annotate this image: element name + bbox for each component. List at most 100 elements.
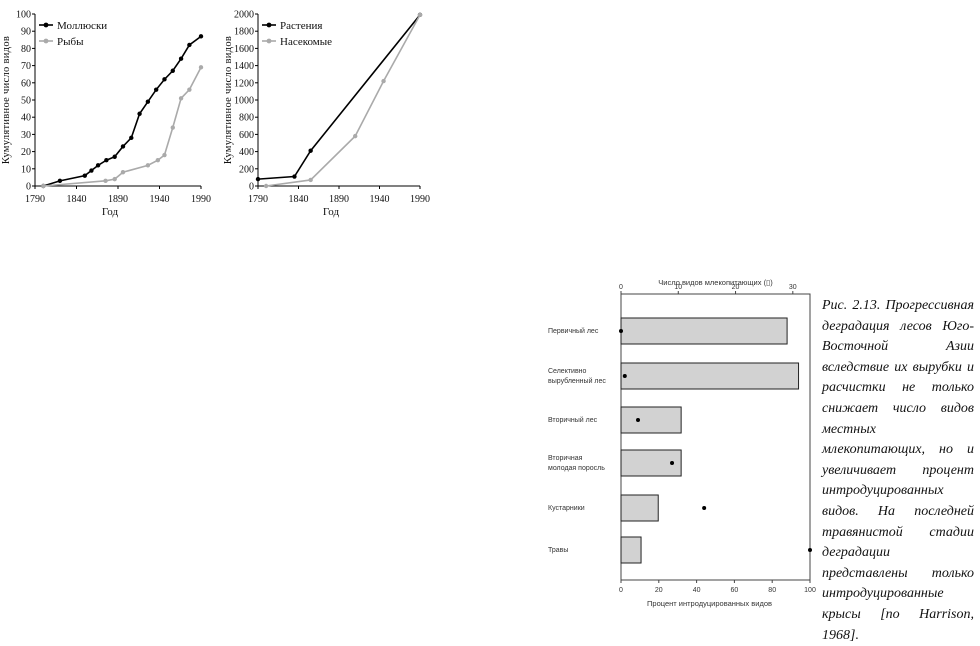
data-point [103,178,108,184]
data-point [41,183,46,189]
x-axis-label: Год [323,206,340,218]
y-tick-label: 70 [21,61,31,72]
data-point [198,34,204,39]
introduced-percent-dot [636,418,641,422]
y-tick-label: 10 [21,164,31,175]
y-axis-label: Кумулятивное число видов [1,36,12,164]
x-tick-label: 1890 [108,194,128,205]
data-point [89,168,94,173]
legend-label-1: Растения [280,20,322,32]
data-point [120,144,126,149]
y-tick-label: 1800 [234,27,254,38]
data-point [198,65,204,70]
category-label: Вторичный лес [548,416,598,424]
category-label: молодая поросль [548,465,605,472]
y-tick-label: 60 [21,78,31,89]
y-tick-label: 20 [21,147,31,158]
x-axis-label: Год [102,206,119,218]
y-tick-label: 90 [21,27,31,38]
chart-plants-insects-svg: 0 200 400 600 800 1000 1200 1400 1600 1800 2000 179… [223,10,430,219]
legend-marker-1 [43,22,49,28]
data-point [145,163,151,168]
data-point [187,87,192,92]
y-tick-label: 600 [239,130,254,141]
y-tick-label: 100 [16,10,31,21]
data-point [417,12,423,18]
mammal-count-bar [620,536,642,564]
y-tick-label: 1200 [234,78,254,89]
legend-marker-1 [266,22,272,28]
bottom-tick-label: 0 [619,587,623,594]
top-tick-label: 10 [674,284,682,291]
data-point [162,152,167,158]
y-tick-label: 40 [21,113,31,124]
category-label: Кустарники [548,505,585,512]
data-point [187,42,192,48]
data-point [170,68,175,73]
data-point [112,176,117,182]
data-point [178,96,184,101]
y-tick-label: 1600 [234,44,254,55]
x-tick-label: 1940 [150,194,170,205]
chart-mammals-bar-svg: Число видов млекопитающих (▯) 0 10 20 30 0 20 4… [548,278,816,608]
data-point [255,176,261,182]
mammal-count-bar [620,317,788,345]
legend-marker-2 [43,38,49,44]
introduced-percent-dot [622,374,627,378]
top-tick-label: 30 [789,284,797,291]
data-point [95,163,101,168]
y-tick-label: 0 [26,182,31,193]
x-tick-label: 1840 [289,194,309,205]
data-point [57,178,63,184]
data-point [145,99,151,104]
data-point [112,154,117,159]
mammal-count-bar [620,406,682,434]
data-point [153,87,159,92]
bottom-tick-label: 40 [693,587,701,594]
legend-label-1: Моллюски [57,20,107,32]
data-point [308,177,313,183]
top-axis-label: Число видов млекопитающих (▯) [658,278,773,287]
category-label: Первичный лес [548,327,599,335]
plot-frame [620,293,811,581]
data-point [120,170,126,175]
data-point [292,174,297,179]
mammal-count-bar [620,494,659,522]
data-point [178,56,184,61]
bottom-tick-label: 80 [768,587,776,594]
data-point [353,133,358,139]
introduced-percent-dot [702,506,707,510]
data-point [162,77,167,82]
bottom-tick-label: 20 [655,587,663,594]
top-tick-label: 0 [619,284,623,291]
chart-mollusks-fish: 0 10 20 30 40 50 60 70 80 90 100 1790 1840 1890 1940 19… [0,0,225,222]
y-tick-label: 1400 [234,61,254,72]
y-tick-label: 50 [21,96,31,107]
data-point [170,125,175,130]
mammal-count-bar [620,362,800,390]
introduced-percent-dot [670,461,675,465]
data-point [137,111,142,116]
series-line-1 [257,14,421,180]
category-label: Селективно [548,368,587,375]
chart-plants-insects: 0 200 400 600 800 1000 1200 1400 1600 1800 2000 179… [222,0,437,222]
x-tick-label: 1990 [410,194,430,205]
data-point [155,158,161,163]
chart-mollusks-fish-svg: 0 10 20 30 40 50 60 70 80 90 100 1790 1840 1890 1940 19… [1,10,211,219]
data-point [308,148,313,153]
category-label: Вторичная [548,455,583,462]
y-tick-label: 2000 [234,10,254,21]
bottom-tick-label: 100 [804,587,816,594]
category-label: Травы [548,547,568,554]
top-tick-label: 20 [732,284,740,291]
data-point [82,173,88,178]
x-tick-label: 1940 [370,194,390,205]
y-tick-label: 0 [249,182,254,193]
data-point [381,78,386,84]
y-tick-label: 400 [239,147,254,158]
bottom-axis-label: Процент интродуцированных видов [647,599,772,608]
data-point [104,158,109,163]
series-line-2 [43,66,202,187]
y-tick-label: 30 [21,130,31,141]
data-point [263,183,269,189]
